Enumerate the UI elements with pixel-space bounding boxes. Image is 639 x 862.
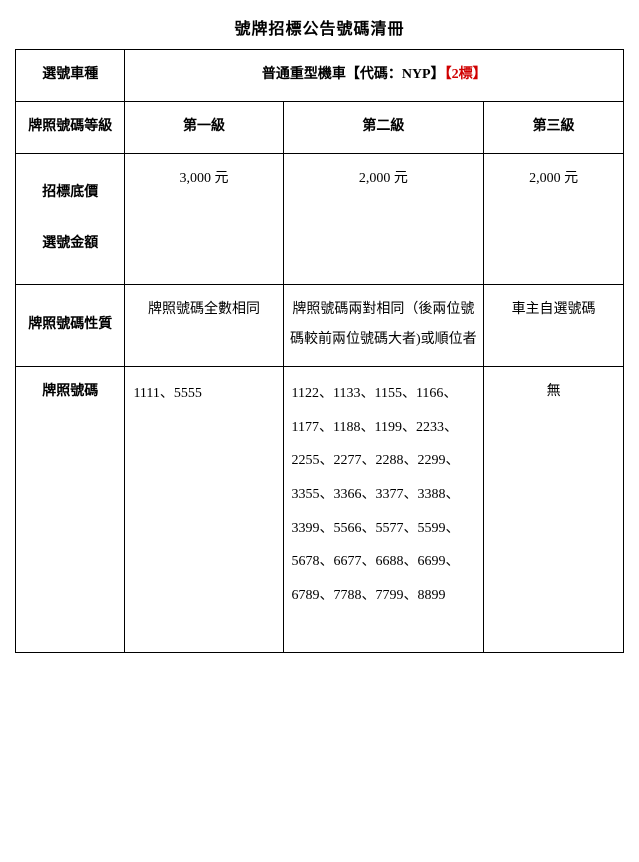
label-nature: 牌照號碼性質 xyxy=(16,284,125,367)
numbers-c2: 1122、1133、1155、1166、1177、1188、1199、2233、… xyxy=(283,367,484,653)
grade-2: 第二級 xyxy=(283,101,484,153)
price-c1: 3,000 元 xyxy=(125,153,283,284)
numbers-c1: 1111、5555 xyxy=(125,367,283,653)
label-floor-price: 招標底價 xyxy=(22,178,118,209)
numbers-c3: 無 xyxy=(484,367,624,653)
row-numbers: 牌照號碼 1111、5555 1122、1133、1155、1166、1177、… xyxy=(16,367,624,653)
label-grade: 牌照號碼等級 xyxy=(16,101,125,153)
plate-bid-table: 選號車種 普通重型機車【代碼：NYP】【2標】 牌照號碼等級 第一級 第二級 第… xyxy=(15,49,624,653)
label-price: 招標底價 選號金額 xyxy=(16,153,125,284)
value-vehicle-type: 普通重型機車【代碼：NYP】【2標】 xyxy=(125,50,624,102)
row-price: 招標底價 選號金額 3,000 元 2,000 元 2,000 元 xyxy=(16,153,624,284)
label-vehicle-type: 選號車種 xyxy=(16,50,125,102)
label-selection-fee: 選號金額 xyxy=(22,229,118,260)
price-c2: 2,000 元 xyxy=(283,153,484,284)
row-grade-header: 牌照號碼等級 第一級 第二級 第三級 xyxy=(16,101,624,153)
label-numbers: 牌照號碼 xyxy=(16,367,125,653)
grade-1: 第一級 xyxy=(125,101,283,153)
nature-c1: 牌照號碼全數相同 xyxy=(125,284,283,367)
bid-count-badge: 【2標】 xyxy=(445,67,487,82)
row-vehicle-type: 選號車種 普通重型機車【代碼：NYP】【2標】 xyxy=(16,50,624,102)
bottom-spacer xyxy=(15,653,624,663)
page-title: 號牌招標公告號碼清冊 xyxy=(15,15,624,39)
grade-3: 第三級 xyxy=(484,101,624,153)
vehicle-type-text: 普通重型機車【代碼：NYP】 xyxy=(262,67,445,82)
nature-c2: 牌照號碼兩對相同（後兩位號碼較前兩位號碼大者)或順位者 xyxy=(283,284,484,367)
row-nature: 牌照號碼性質 牌照號碼全數相同 牌照號碼兩對相同（後兩位號碼較前兩位號碼大者)或… xyxy=(16,284,624,367)
price-c3: 2,000 元 xyxy=(484,153,624,284)
nature-c3: 車主自選號碼 xyxy=(484,284,624,367)
